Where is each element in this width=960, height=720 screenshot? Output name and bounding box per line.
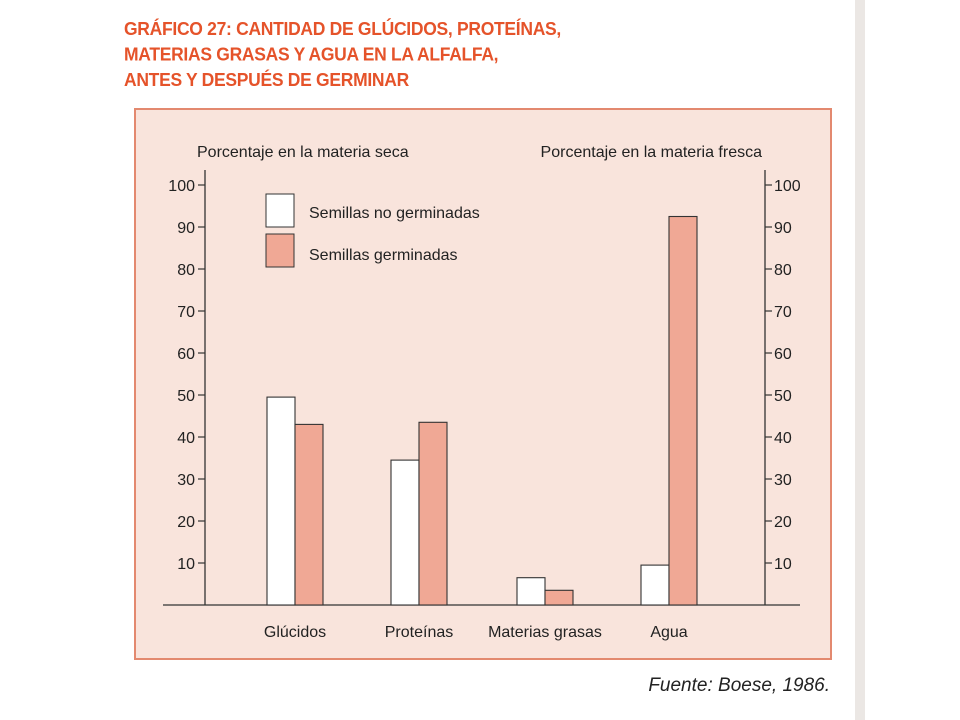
y-tick-right-label: 20 xyxy=(774,514,792,531)
chart-panel xyxy=(134,108,832,660)
bar-germinated-1 xyxy=(294,423,324,606)
y-tick-left-label: 80 xyxy=(177,262,195,279)
y-tick-left-label: 60 xyxy=(177,346,195,363)
page-edge-strip xyxy=(855,0,865,720)
y-tick-right-label: 60 xyxy=(774,346,792,363)
y-tick-right-label: 80 xyxy=(774,262,792,279)
bar-not-germinated-4 xyxy=(640,564,670,606)
category-label: Glúcidos xyxy=(264,624,326,641)
bar-not-germinated-3 xyxy=(516,577,546,606)
y-tick-left-label: 100 xyxy=(168,178,195,195)
y-tick-right-label: 90 xyxy=(774,220,792,237)
y-tick-left-label: 30 xyxy=(177,472,195,489)
y-tick-left-label: 70 xyxy=(177,304,195,321)
legend: Semillas no germinadas Semillas germinad… xyxy=(265,193,480,268)
ticks-group: 10 10 20 20 30 30 40 40 50 50 60 60 70 70 80 80 90 90 100 1… xyxy=(168,178,801,573)
category-labels-group: Glúcidos Proteínas Materias grasas Agua xyxy=(264,624,688,641)
y-tick-left-label: 90 xyxy=(177,220,195,237)
bar-not-germinated-1 xyxy=(266,396,296,606)
title-line-3: ANTES Y DESPUÉS DE GERMINAR xyxy=(124,69,409,91)
category-label: Materias grasas xyxy=(488,624,602,641)
y-tick-right-label: 70 xyxy=(774,304,792,321)
legend-label-germinated: Semillas germinadas xyxy=(309,247,458,264)
legend-swatch-germinated xyxy=(265,233,295,268)
chart-title: GRÁFICO 27: CANTIDAD DE GLÚCIDOS, PROTEÍ… xyxy=(124,16,724,92)
category-label: Proteínas xyxy=(385,624,453,641)
legend-label-not-germinated: Semillas no germinadas xyxy=(309,205,480,222)
y-tick-left-label: 40 xyxy=(177,430,195,447)
y-tick-right-label: 40 xyxy=(774,430,792,447)
title-line-2: MATERIAS GRASAS Y AGUA EN LA ALFALFA, xyxy=(124,43,499,65)
y-tick-right-label: 100 xyxy=(774,178,801,195)
y-tick-left-label: 10 xyxy=(177,556,195,573)
bar-germinated-2 xyxy=(418,421,448,606)
category-label: Agua xyxy=(650,624,687,641)
source-citation: Fuente: Boese, 1986. xyxy=(648,675,830,696)
title-line-1: GRÁFICO 27: CANTIDAD DE GLÚCIDOS, PROTEÍ… xyxy=(124,18,561,40)
bar-not-germinated-2 xyxy=(390,459,420,606)
y-tick-right-label: 30 xyxy=(774,472,792,489)
y-tick-right-label: 10 xyxy=(774,556,792,573)
bar-germinated-4 xyxy=(668,215,698,606)
y-tick-left-label: 20 xyxy=(177,514,195,531)
y-axis-right-label: Porcentaje en la materia fresca xyxy=(541,144,763,161)
y-tick-left-label: 50 xyxy=(177,388,195,405)
y-tick-right-label: 50 xyxy=(774,388,792,405)
bars-group xyxy=(266,215,698,606)
y-axis-left-label: Porcentaje en la materia seca xyxy=(197,144,409,161)
legend-swatch-not-germinated xyxy=(265,193,295,228)
bar-germinated-3 xyxy=(544,589,574,606)
